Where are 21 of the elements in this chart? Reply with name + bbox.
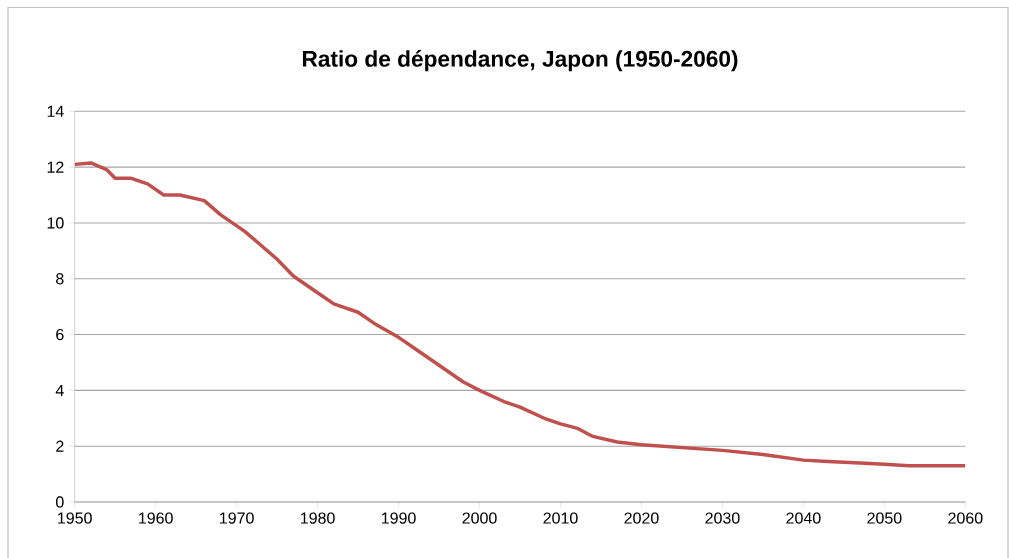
x-tick-label: 1950	[58, 512, 92, 524]
y-tick-label: 12	[47, 161, 64, 173]
x-tick-label: 2040	[786, 512, 821, 524]
x-tick-label: 2030	[705, 512, 740, 524]
x-tick-label: 1990	[381, 512, 416, 524]
x-tick-label: 2060	[948, 512, 983, 524]
y-tick-label: 0	[56, 496, 64, 508]
y-tick-label: 10	[47, 217, 64, 229]
x-tick-label: 1980	[301, 512, 335, 524]
x-tick-label: 1970	[220, 512, 254, 524]
x-tick-label: 2050	[867, 512, 902, 524]
x-tick-label: 2020	[624, 512, 659, 524]
chart-title: Ratio de dépendance, Japon (1950-2060)	[302, 50, 738, 72]
y-tick-label: 14	[47, 105, 64, 117]
y-tick-label: 4	[55, 384, 64, 396]
x-tick-label: 1960	[139, 512, 173, 524]
x-tick-label: 2010	[543, 512, 578, 524]
x-tick-label: 2000	[462, 512, 497, 524]
y-tick-label: 2	[56, 440, 64, 452]
y-tick-label: 8	[56, 273, 64, 285]
y-tick-label: 6	[56, 328, 64, 341]
